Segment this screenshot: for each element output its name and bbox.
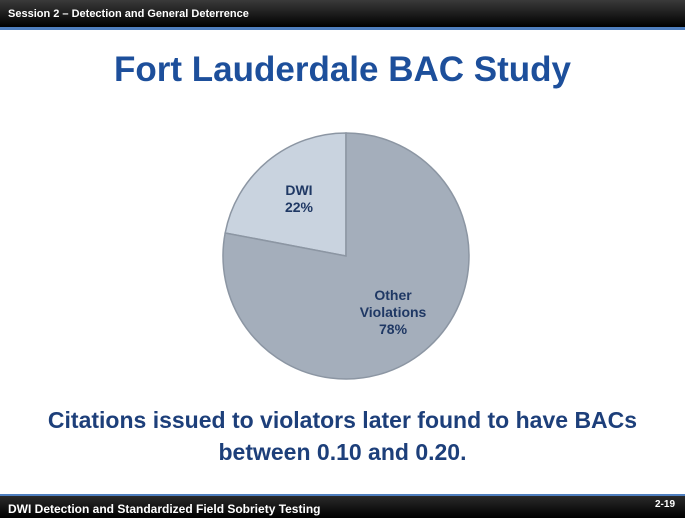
footer-bar: DWI Detection and Standardized Field Sob… — [0, 494, 685, 518]
slice-label-text: 22% — [284, 199, 313, 216]
header-text: Session 2 – Detection and General Deterr… — [8, 8, 249, 20]
pie-slice — [222, 132, 470, 380]
header-bar: Session 2 – Detection and General Deterr… — [0, 0, 685, 30]
page-number: 2-19 — [654, 499, 675, 510]
slice-label-text: 78% — [379, 321, 408, 338]
slice-label: Other Violations 78% — [348, 287, 438, 338]
footer-text: DWI Detection and Standardized Field Sob… — [8, 502, 321, 516]
slice-label-text: Other Violations — [359, 287, 427, 321]
chart-title: Fort Lauderdale BAC Study — [114, 50, 571, 89]
caption: Citations issued to violators later foun… — [47, 407, 638, 465]
pie-slice — [224, 132, 347, 257]
slice-label: DWI 22% — [254, 182, 344, 216]
slice-label-text: DWI — [285, 182, 313, 199]
